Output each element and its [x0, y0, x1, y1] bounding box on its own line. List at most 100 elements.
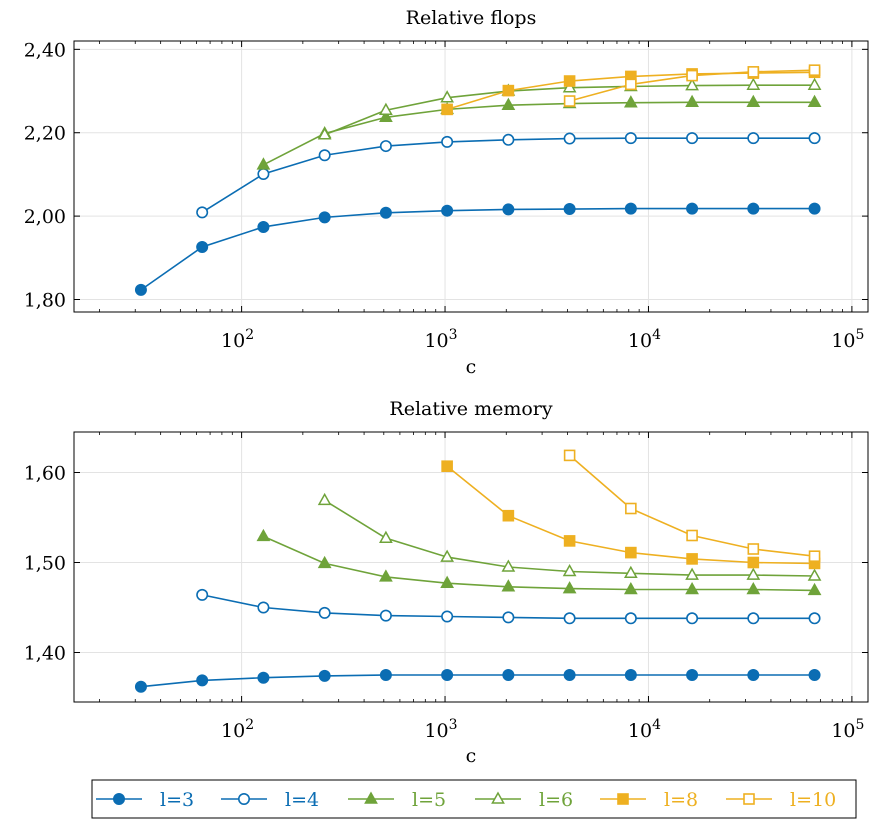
data-point	[563, 612, 576, 625]
data-point	[685, 78, 699, 91]
data-point	[623, 95, 638, 108]
series-l-4	[196, 588, 821, 625]
data-point	[317, 555, 332, 569]
data-point	[746, 94, 761, 108]
data-point	[686, 132, 699, 145]
legend-marker	[743, 793, 755, 805]
data-point	[685, 581, 699, 595]
series-l-5	[256, 94, 822, 170]
data-point	[379, 569, 393, 582]
chart-panel-1: 102 103 104 105 1,80 2,00 2,20 2,40 Relative flo…	[24, 7, 869, 378]
data-point	[441, 204, 454, 217]
data-point	[747, 556, 760, 569]
y-tick-label: 1,80	[24, 289, 66, 311]
plot-frame	[73, 40, 869, 313]
series-l-6	[317, 492, 822, 581]
legend-marker	[491, 791, 505, 804]
legend-item-l-3: l=3	[96, 789, 194, 811]
data-point	[808, 668, 821, 681]
data-point	[379, 609, 392, 622]
data-point	[318, 211, 331, 224]
x-axis-label: c	[466, 745, 477, 767]
x-tick-label: 102	[221, 327, 254, 352]
chart-title: Relative flops	[406, 7, 537, 29]
data-point	[623, 565, 638, 579]
data-point	[808, 550, 821, 563]
legend-label: l=3	[160, 789, 194, 811]
data-point	[746, 77, 761, 90]
data-point	[747, 612, 760, 625]
data-point	[256, 528, 271, 542]
legend-label: l=4	[285, 789, 319, 811]
data-point	[379, 109, 393, 123]
data-point	[686, 202, 699, 215]
legend-item-l-8: l=8	[600, 789, 698, 811]
data-point	[379, 206, 392, 219]
y-tick-label: 1,60	[24, 463, 66, 485]
data-point	[808, 132, 821, 145]
data-point	[257, 167, 270, 180]
data-point	[317, 492, 332, 506]
data-point	[440, 549, 455, 562]
data-point	[747, 202, 760, 215]
data-point	[441, 103, 453, 116]
data-point	[318, 149, 331, 162]
legend-label: l=10	[790, 789, 836, 811]
data-point	[502, 668, 515, 681]
data-point	[441, 460, 453, 473]
legend-item-l-4: l=4	[221, 789, 319, 811]
data-point	[196, 674, 209, 687]
x-axis-label: c	[466, 356, 477, 378]
data-point	[623, 581, 638, 595]
data-point	[502, 133, 515, 146]
data-point	[747, 543, 760, 555]
data-point	[807, 582, 822, 596]
legend-marker	[113, 792, 126, 805]
series-line	[263, 535, 815, 592]
data-point	[807, 77, 822, 90]
data-point	[746, 581, 761, 595]
y-tick-label: 1,40	[24, 643, 66, 665]
legend-label: l=6	[539, 789, 573, 811]
data-point	[747, 66, 760, 78]
data-point	[685, 567, 699, 580]
data-point	[624, 612, 637, 625]
data-point	[624, 668, 637, 681]
y-tick-label: 2,40	[24, 39, 66, 61]
data-point	[502, 509, 515, 522]
x-tick-label: 103	[424, 717, 457, 742]
data-point	[562, 581, 577, 594]
data-point	[686, 69, 698, 82]
data-point	[563, 449, 576, 462]
series-l-3	[134, 668, 821, 693]
legend-marker	[364, 791, 378, 804]
data-point	[502, 611, 515, 624]
x-tick-label: 105	[831, 717, 864, 742]
data-point	[685, 94, 699, 108]
data-point	[379, 530, 393, 543]
data-point	[134, 680, 147, 693]
data-point	[502, 203, 515, 216]
data-point	[563, 668, 576, 681]
data-point	[563, 132, 576, 145]
data-point	[501, 579, 516, 592]
data-point	[808, 64, 821, 76]
legend: l=3 l=4 l=5 l=6 l=8 l=10	[91, 779, 857, 819]
series-l-10	[563, 449, 821, 563]
x-tick-label: 104	[628, 327, 661, 352]
y-tick-label: 2,00	[24, 206, 66, 228]
data-point	[318, 606, 331, 619]
legend-item-l-5: l=5	[348, 789, 446, 811]
data-point	[686, 612, 699, 625]
data-point	[625, 78, 637, 91]
y-tick-label: 2,20	[24, 123, 66, 145]
data-point	[563, 535, 576, 547]
data-point	[379, 102, 393, 115]
legend-item-l-10: l=10	[726, 789, 836, 811]
series-line	[140, 674, 815, 688]
x-tick-label: 104	[628, 717, 661, 742]
data-point	[807, 94, 822, 108]
data-point	[196, 206, 209, 219]
